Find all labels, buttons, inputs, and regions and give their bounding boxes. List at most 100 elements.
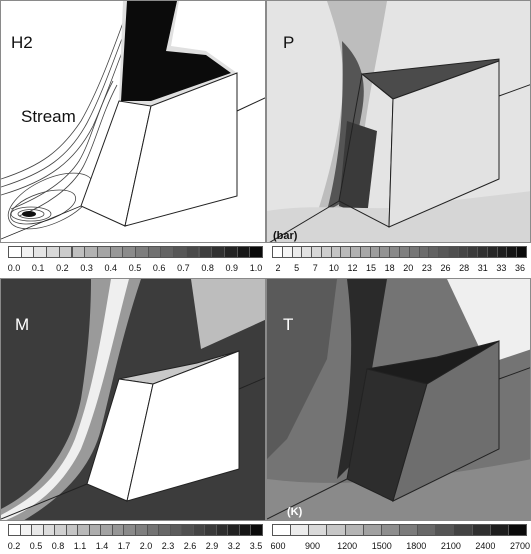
colorbar-step: [507, 524, 527, 536]
colorbar-step: [33, 246, 48, 258]
colorbar-step: [250, 524, 263, 536]
colorbar-step: [71, 246, 86, 258]
colorbar-step: [399, 524, 419, 536]
panel-t: T (K): [266, 278, 531, 521]
panel-label-m: M: [15, 315, 30, 334]
m-contour-plot: [1, 279, 265, 520]
high-pressure-zone: [327, 41, 364, 211]
colorbar-tick-label: 1.7: [117, 541, 131, 551]
colorbar-tick-label: 2700: [509, 541, 531, 551]
colorbar-step: [453, 524, 473, 536]
colorbar-tick-label: 1.1: [73, 541, 87, 551]
colorbar-step: [308, 524, 328, 536]
ramp-block-t: [267, 340, 530, 520]
colorbar-tick-label: 2100: [440, 541, 461, 551]
colorbar-step: [84, 246, 98, 258]
colorbar-tick-label: 33: [496, 263, 507, 273]
colorbar-step: [20, 246, 35, 258]
colorbar-tick-label: 1500: [371, 541, 392, 551]
colorbar-tick-label: 10: [328, 263, 339, 273]
colorbar-ticks-p: 2 5 7 10 12 15 18 20 23 26 28 31 33 36: [272, 263, 526, 275]
colorbar-step: [160, 246, 175, 258]
colorbar-tick-label: 0.2: [7, 541, 21, 551]
colorbar-tick-label: 2400: [475, 541, 496, 551]
colorbar-tick-label: 1200: [337, 541, 358, 551]
colorbar-ticks-h2: 0.0 0.1 0.2 0.3 0.4 0.5 0.6 0.7 0.8 0.9 1.0: [7, 263, 263, 275]
colorbar-step: [236, 246, 251, 258]
colorbar-step: [122, 246, 136, 258]
colorbar-tick-label: 0.9: [225, 263, 239, 273]
colorbar-step: [380, 524, 400, 536]
colorbar-tick-label: 1800: [406, 541, 427, 551]
p-contour-plot: [267, 1, 530, 242]
colorbar-step: [135, 246, 149, 258]
colorbar-tick-label: 900: [305, 541, 321, 551]
colorbar-step: [516, 246, 527, 258]
colorbar-step: [198, 246, 213, 258]
colorbar-tick-label: 3.5: [249, 541, 263, 551]
colorbar-tick-label: 1.0: [249, 263, 263, 273]
panel-label-h2: H2: [11, 33, 33, 52]
colorbar-m: [8, 524, 263, 536]
colorbar-step: [362, 524, 382, 536]
colorbar-ticks-t: 600 900 1200 1500 1800 2100 2400 2700: [270, 541, 530, 553]
colorbar-tick-label: 3.2: [227, 541, 241, 551]
colorbar-tick-label: 36: [514, 263, 526, 273]
unit-label-p: (bar): [273, 230, 298, 242]
colorbar-tick-label: 0.5: [128, 263, 142, 273]
colorbar-tick-label: 23: [421, 263, 432, 273]
h2-contour-plot: [1, 1, 265, 240]
colorbar-tick-label: 600: [270, 541, 286, 551]
colorbar-tick-label: 0.7: [177, 263, 190, 273]
ramp-block-p: [269, 58, 530, 242]
h2-plume-core: [121, 1, 231, 101]
colorbar-step: [147, 246, 162, 258]
ramp-block-m: [1, 350, 265, 520]
colorbar-tick-label: 0.2: [56, 263, 69, 273]
colorbar-tick-label: 1.4: [95, 541, 109, 551]
colorbar-tick-label: 20: [403, 263, 414, 273]
colorbar-tick-label: 31: [477, 263, 488, 273]
hot-shock-band: [337, 279, 387, 479]
panel-label-stream: Stream: [21, 107, 76, 126]
colorbar-step: [223, 246, 238, 258]
colorbar-tick-label: 5: [294, 263, 300, 273]
t-contour-plot: [267, 279, 530, 520]
streamlines: [1, 1, 144, 230]
colorbar-step: [435, 524, 455, 536]
cold-jet-plume: [447, 279, 530, 364]
colorbar-step: [8, 246, 22, 258]
panel-p: P (bar): [266, 0, 531, 243]
colorbar-tick-label: 0.8: [51, 541, 65, 551]
colorbar-h2: [8, 246, 263, 258]
colorbar-step: [46, 246, 60, 258]
unit-label-t: (K): [287, 506, 303, 518]
colorbar-step: [185, 246, 200, 258]
colorbar-tick-label: 0.1: [31, 263, 45, 273]
colorbar-tick-label: 7: [312, 263, 318, 273]
colorbar-step: [489, 524, 509, 536]
boundary-layer: [1, 279, 129, 520]
colorbar-tick-label: 2.9: [205, 541, 219, 551]
colorbar-step: [109, 246, 124, 258]
colorbar-step: [272, 524, 292, 536]
colorbar-tick-label: 0.5: [29, 541, 43, 551]
panel-m: M: [0, 278, 266, 521]
colorbar-step: [326, 524, 346, 536]
colorbar-step: [96, 246, 111, 258]
colorbar-step: [173, 246, 187, 258]
colorbar-step: [58, 246, 73, 258]
colorbar-step: [344, 524, 364, 536]
colorbar-tick-label: 2.3: [161, 541, 175, 551]
colorbar-tick-label: 0.3: [80, 263, 93, 273]
colorbar-step: [471, 524, 491, 536]
jet-plume-m: [191, 279, 265, 349]
colorbar-tick-label: 28: [459, 263, 470, 273]
colorbar-tick-label: 0.0: [7, 263, 21, 273]
colorbar-tick-label: 0.4: [104, 263, 118, 273]
colorbar-tick-label: 0.8: [201, 263, 214, 273]
colorbar-tick-label: 0.6: [152, 263, 166, 273]
colorbar-step: [211, 246, 225, 258]
colorbar-tick-label: 15: [366, 263, 377, 273]
wall-line: [1, 205, 82, 240]
